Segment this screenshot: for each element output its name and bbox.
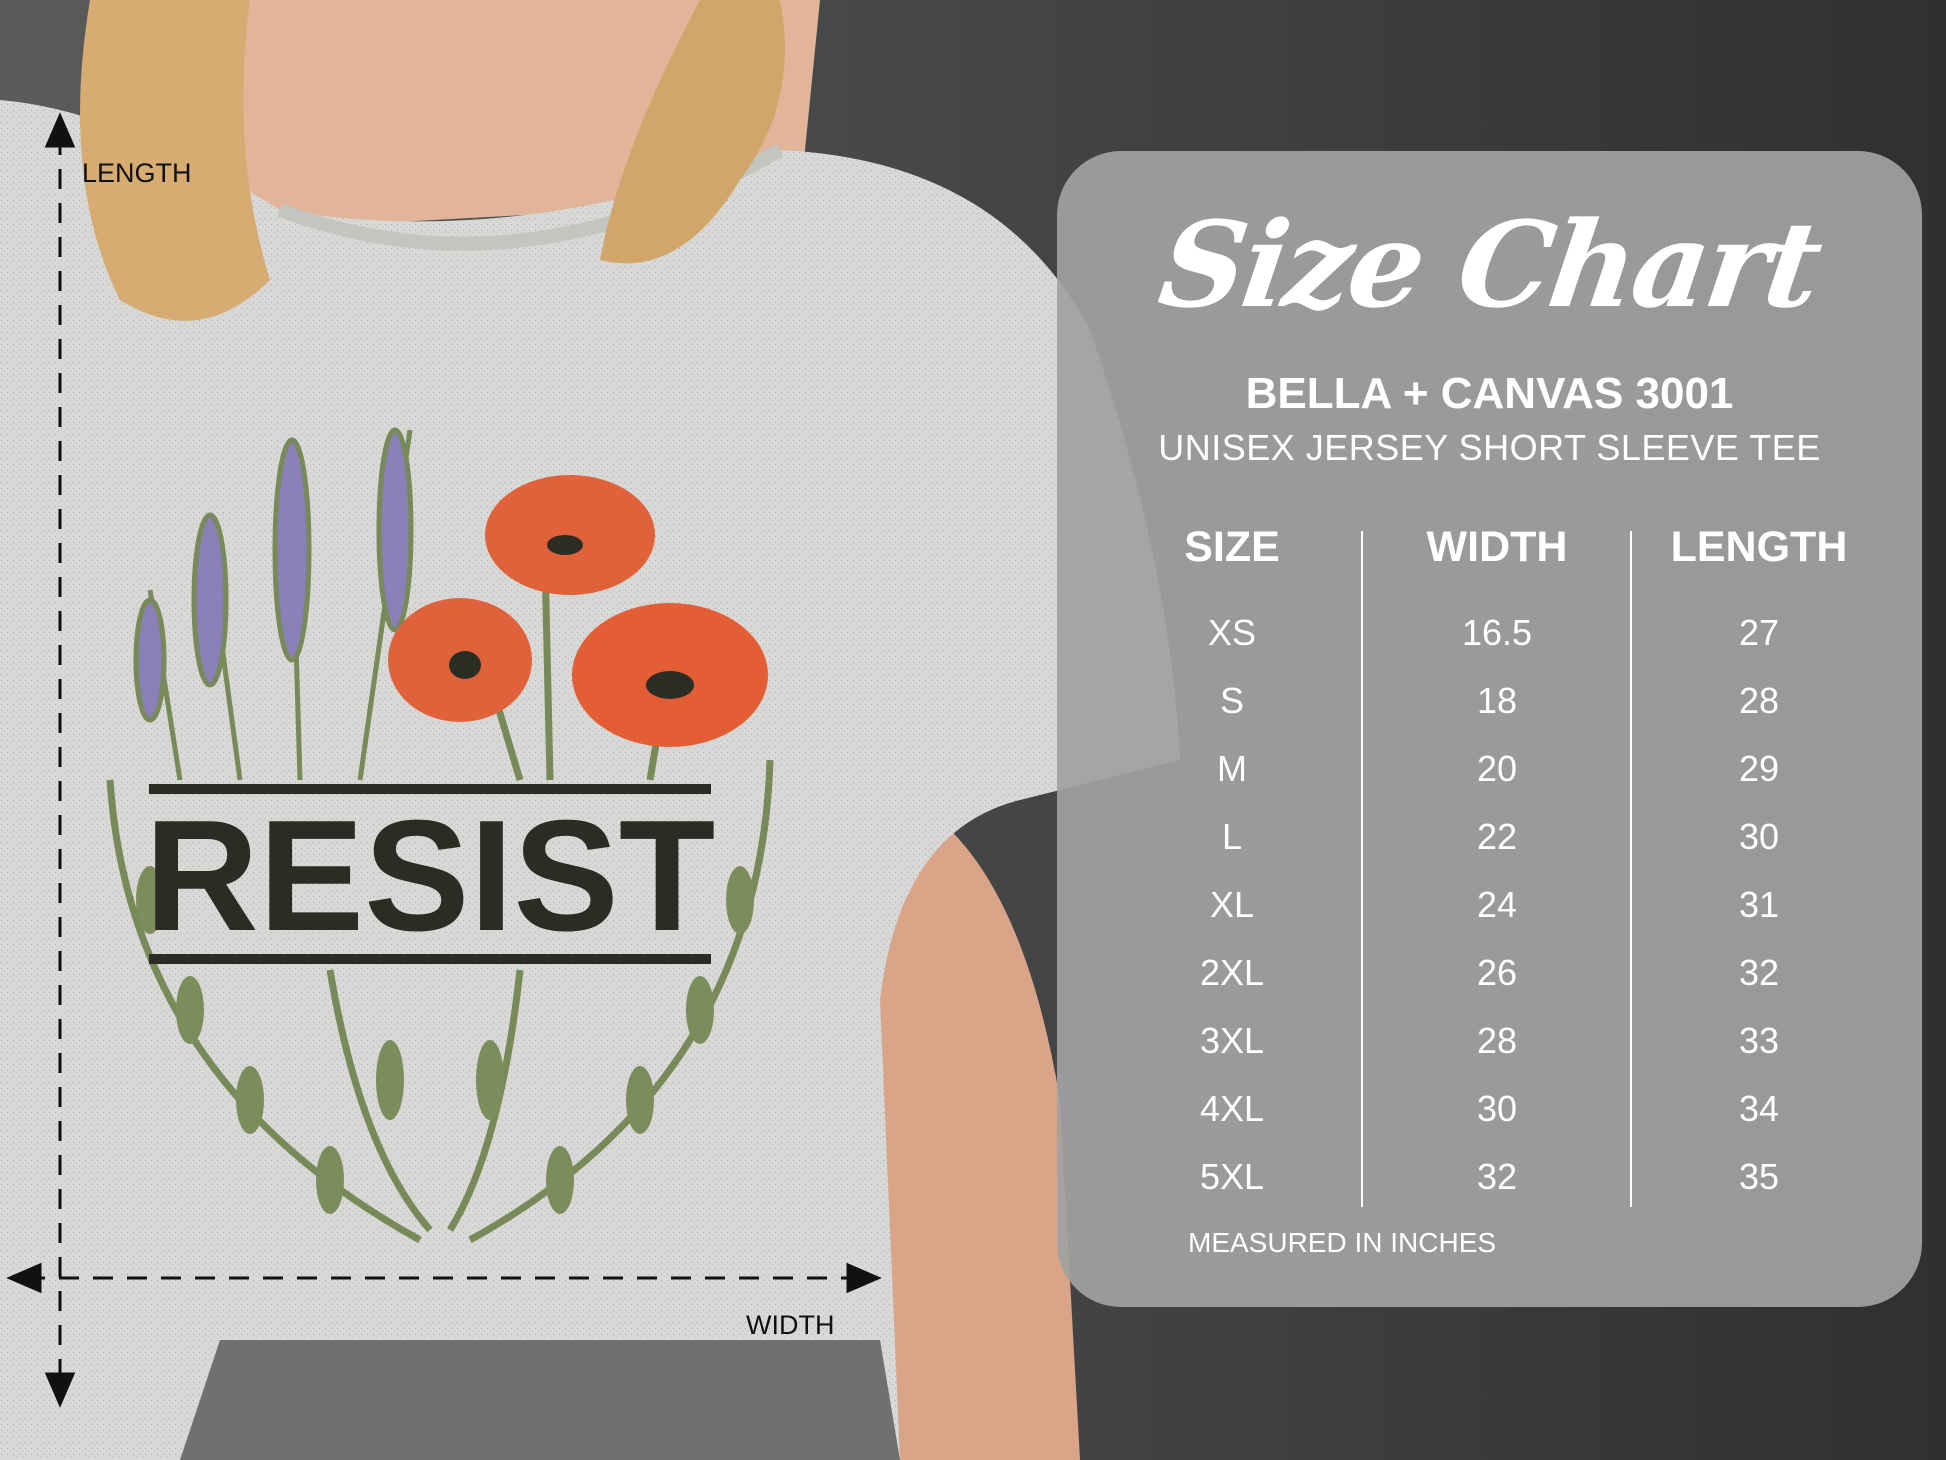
brand-model: BELLA + CANVAS 3001	[1245, 369, 1734, 418]
print-bar-top	[149, 784, 711, 794]
cell-width: 32	[1476, 1156, 1518, 1197]
cell-length: 35	[1738, 1156, 1780, 1197]
width-arrow	[6, 1262, 882, 1294]
cell-length: 32	[1738, 952, 1780, 993]
cell-size: 3XL	[1199, 1020, 1265, 1061]
cell-size: XL	[1209, 884, 1255, 925]
cell-size: 2XL	[1199, 952, 1265, 993]
poppies	[388, 475, 768, 782]
cell-size: XS	[1207, 612, 1257, 653]
print-text: RESIST	[145, 788, 716, 964]
column-divider	[1361, 531, 1363, 1207]
column-header-width: WIDTH	[1426, 523, 1568, 571]
cell-width: 22	[1476, 816, 1518, 857]
measurement-note: MEASURED IN INCHES	[1188, 1227, 1497, 1258]
cell-width: 16.5	[1461, 612, 1533, 653]
length-label: LENGTH	[82, 158, 192, 188]
cell-width: 24	[1476, 884, 1518, 925]
laurel-wreath	[106, 759, 774, 1244]
column-header-length: LENGTH	[1670, 523, 1848, 571]
cell-length: 33	[1738, 1020, 1780, 1061]
cell-length: 27	[1738, 612, 1780, 653]
cell-width: 18	[1476, 680, 1518, 721]
cell-length: 29	[1738, 748, 1780, 789]
cell-length: 28	[1738, 680, 1780, 721]
cell-size: 4XL	[1199, 1088, 1265, 1129]
size-chart-panel: Size Chart BELLA + CANVAS 3001 UNISEX JE…	[1057, 151, 1922, 1307]
pants	[180, 1340, 900, 1460]
size-chart-title: Size Chart	[1151, 195, 1828, 334]
hair-right	[600, 0, 785, 264]
lavender-stems	[133, 427, 414, 781]
column-divider	[1630, 531, 1632, 1207]
cell-size: S	[1219, 680, 1244, 721]
cell-size: L	[1221, 816, 1243, 857]
laurel-leaves	[136, 866, 754, 1214]
cell-length: 34	[1738, 1088, 1780, 1129]
column-header-size: SIZE	[1184, 523, 1280, 571]
cell-size: M	[1217, 748, 1247, 789]
cell-width: 26	[1476, 952, 1518, 993]
cell-width: 20	[1476, 748, 1518, 789]
cell-size: 5XL	[1199, 1156, 1265, 1197]
hair-left	[80, 0, 270, 321]
width-label: WIDTH	[746, 1310, 835, 1340]
length-arrow	[44, 112, 76, 1408]
cell-width: 28	[1476, 1020, 1518, 1061]
cell-length: 31	[1738, 884, 1780, 925]
cell-length: 30	[1738, 816, 1780, 857]
cell-width: 30	[1476, 1088, 1518, 1129]
print-bar-bottom	[149, 954, 711, 964]
arm	[850, 780, 1080, 1460]
product-name: UNISEX JERSEY SHORT SLEEVE TEE	[1158, 427, 1821, 468]
